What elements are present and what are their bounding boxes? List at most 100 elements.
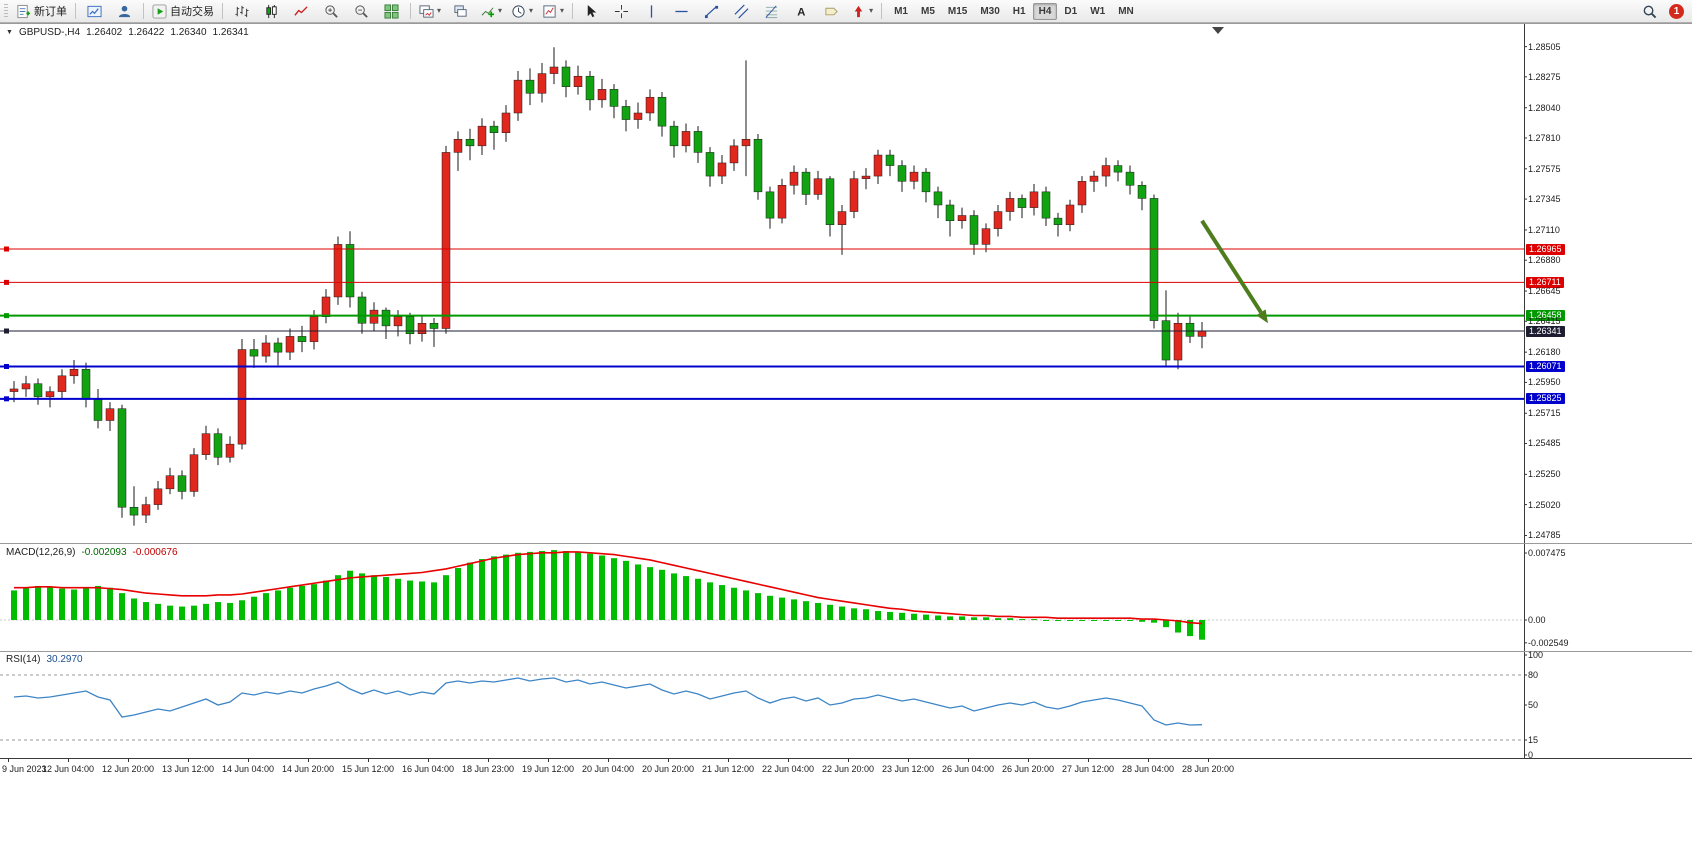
timeframe-toolbar: M1 M5 M15 M30 H1 H4 D1 W1 MN — [888, 2, 1140, 20]
templates-icon — [543, 4, 556, 18]
rsi-value: 30.2970 — [46, 654, 83, 665]
dropdown-caret-icon: ▾ — [498, 6, 503, 15]
channel-icon — [734, 4, 749, 18]
profile-icon — [118, 5, 131, 17]
arrows-icon — [854, 5, 863, 17]
clock-icon — [512, 4, 525, 18]
symbol-label: GBPUSD-,H4 — [18, 27, 81, 38]
zoom-in-icon — [325, 4, 338, 18]
toolbar-grip[interactable] — [4, 3, 8, 19]
collapse-caret-icon[interactable]: ▼ — [6, 29, 13, 36]
profile-button[interactable] — [110, 1, 139, 22]
rsi-layer — [13, 677, 1203, 726]
timeframe-D1[interactable]: D1 — [1064, 5, 1078, 17]
new-order-icon — [17, 4, 31, 18]
timeframe-MN[interactable]: MN — [1118, 5, 1134, 17]
text-icon: A — [797, 6, 805, 18]
rsi-line — [13, 677, 1203, 726]
dropdown-caret-icon: ▾ — [869, 6, 874, 15]
rsi-name: RSI(14) — [6, 654, 41, 665]
annotation-arrow[interactable] — [1200, 219, 1263, 314]
candlestick-chart-button[interactable] — [257, 1, 286, 22]
indicators-button[interactable]: ▾ — [476, 1, 506, 22]
new-order-label: 新订单 — [34, 6, 67, 18]
fibonacci-icon — [765, 5, 778, 18]
timeframe-H1[interactable]: H1 — [1012, 5, 1026, 17]
chart-shift-marker[interactable] — [1212, 27, 1224, 34]
timeframe-M1[interactable]: M1 — [894, 5, 908, 17]
toolbar-separator — [143, 3, 144, 19]
tile-windows-icon — [384, 3, 399, 19]
cascade-windows-button[interactable] — [446, 1, 475, 22]
timeframe-W1[interactable]: W1 — [1090, 5, 1106, 17]
toolbar-separator — [222, 3, 223, 19]
ohlc-close: 1.26341 — [212, 27, 249, 38]
toolbar-separator — [410, 3, 411, 19]
timeframe-M15[interactable]: M15 — [947, 5, 968, 17]
macd-signal-line — [14, 551, 1203, 625]
annotation-arrow-head[interactable] — [1256, 309, 1268, 324]
indicators-icon — [481, 6, 495, 17]
cursor-icon — [587, 4, 597, 17]
dropdown-caret-icon: ▾ — [437, 6, 442, 15]
candlestick-chart-icon — [266, 4, 277, 18]
crosshair-icon — [615, 4, 629, 18]
text-label-icon — [825, 7, 838, 15]
timeframe-M30[interactable]: M30 — [980, 5, 1000, 17]
timeframe-M5[interactable]: M5 — [920, 5, 935, 17]
dropdown-caret-icon: ▾ — [560, 6, 565, 15]
svg-text:A: A — [797, 6, 805, 18]
trendline-tool-button[interactable] — [697, 1, 726, 22]
macd-signal-value: -0.000676 — [132, 547, 178, 558]
bar-chart-button[interactable] — [227, 1, 256, 22]
label-tool-button[interactable] — [817, 1, 846, 22]
macd-title: MACD(12,26,9) -0.002093 -0.000676 — [6, 547, 178, 558]
new-chart-button[interactable]: ▾ — [415, 1, 445, 22]
new-order-button[interactable]: 新订单 — [12, 1, 71, 22]
macd-name: MACD(12,26,9) — [6, 547, 76, 558]
toolbar: 新订单 自动交易 — [0, 0, 1692, 23]
toolbar-separator — [572, 3, 574, 19]
tile-windows-button[interactable] — [377, 1, 406, 22]
search-button[interactable] — [1635, 1, 1664, 22]
horizontal-line-tool-button[interactable] — [667, 1, 696, 22]
ohlc-high: 1.26422 — [128, 27, 165, 38]
vertical-line-tool-button[interactable] — [637, 1, 666, 22]
hlines-layer[interactable] — [0, 246, 1524, 402]
crosshair-tool-button[interactable] — [607, 1, 636, 22]
periods-button[interactable]: ▾ — [507, 1, 537, 22]
notification-badge[interactable]: 1 — [1669, 3, 1684, 19]
trendline-icon — [705, 5, 719, 18]
channel-tool-button[interactable] — [727, 1, 756, 22]
vertical-line-icon — [650, 4, 653, 18]
toolbar-separator — [75, 3, 76, 19]
fibonacci-tool-button[interactable] — [757, 1, 786, 22]
arrows-tool-button[interactable]: ▾ — [847, 1, 877, 22]
rsi-title: RSI(14) 30.2970 — [6, 654, 83, 665]
new-chart-icon — [419, 4, 434, 18]
bar-chart-icon — [235, 5, 249, 17]
macd-layer — [11, 550, 1205, 640]
templates-button[interactable]: ▾ — [538, 1, 568, 22]
cursor-tool-button[interactable] — [577, 1, 606, 22]
dropdown-caret-icon: ▾ — [529, 6, 534, 15]
search-icon — [1643, 5, 1657, 18]
text-tool-button[interactable]: A — [787, 1, 816, 22]
ohlc-open: 1.26402 — [86, 27, 123, 38]
autotrade-label: 自动交易 — [170, 6, 214, 18]
candles-layer — [9, 47, 1207, 526]
macd-main-value: -0.002093 — [81, 547, 127, 558]
timeframe-H4[interactable]: H4 — [1032, 2, 1058, 20]
line-chart-button[interactable] — [287, 1, 316, 22]
market-watch-icon — [87, 5, 102, 17]
zoom-out-button[interactable] — [347, 1, 376, 22]
zoom-out-icon — [355, 4, 368, 18]
line-chart-icon — [294, 5, 308, 16]
toolbar-separator — [881, 3, 883, 19]
zoom-in-button[interactable] — [317, 1, 346, 22]
symbol-info: ▼ GBPUSD-,H4 1.26402 1.26422 1.26340 1.2… — [6, 27, 249, 38]
autotrade-button[interactable]: 自动交易 — [148, 1, 218, 22]
market-watch-button[interactable] — [80, 1, 109, 22]
